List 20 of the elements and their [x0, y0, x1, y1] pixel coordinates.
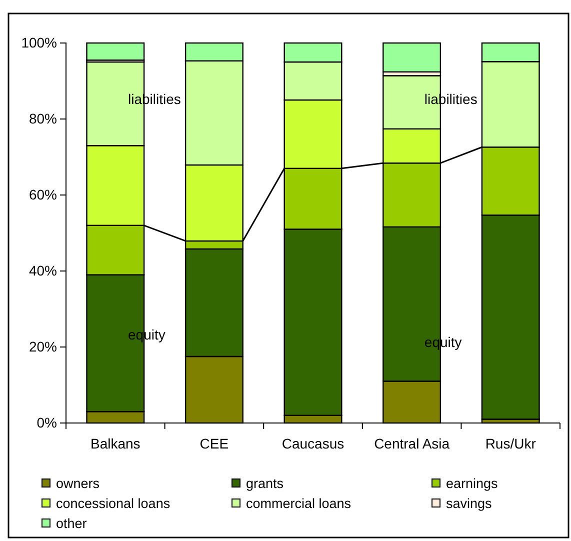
x-tick-label: Caucasus: [282, 435, 344, 452]
legend-label: earnings: [446, 476, 498, 491]
legend-label: other: [56, 516, 88, 531]
x-tick-label: CEE: [200, 435, 229, 452]
x-tick-label: Rus/Ukr: [485, 435, 536, 452]
x-tick-label: Central Asia: [374, 435, 450, 452]
legend-label: commercial loans: [246, 496, 352, 511]
bar: [86, 42, 145, 61]
y-tick-label: 0%: [36, 414, 57, 430]
legend-label: concessional loans: [56, 496, 170, 511]
y-tick-label: 40%: [28, 262, 57, 278]
legend-label: grants: [246, 476, 284, 491]
legend-label: savings: [446, 496, 492, 511]
y-tick-label: 80%: [28, 110, 57, 126]
legend-label: owners: [56, 476, 100, 491]
bar: [382, 42, 442, 72]
x-tick-label: Balkans: [90, 435, 140, 452]
y-tick-label: 100%: [21, 34, 57, 50]
y-tick-label: 60%: [28, 186, 57, 202]
y-tick-label: 20%: [28, 338, 57, 354]
